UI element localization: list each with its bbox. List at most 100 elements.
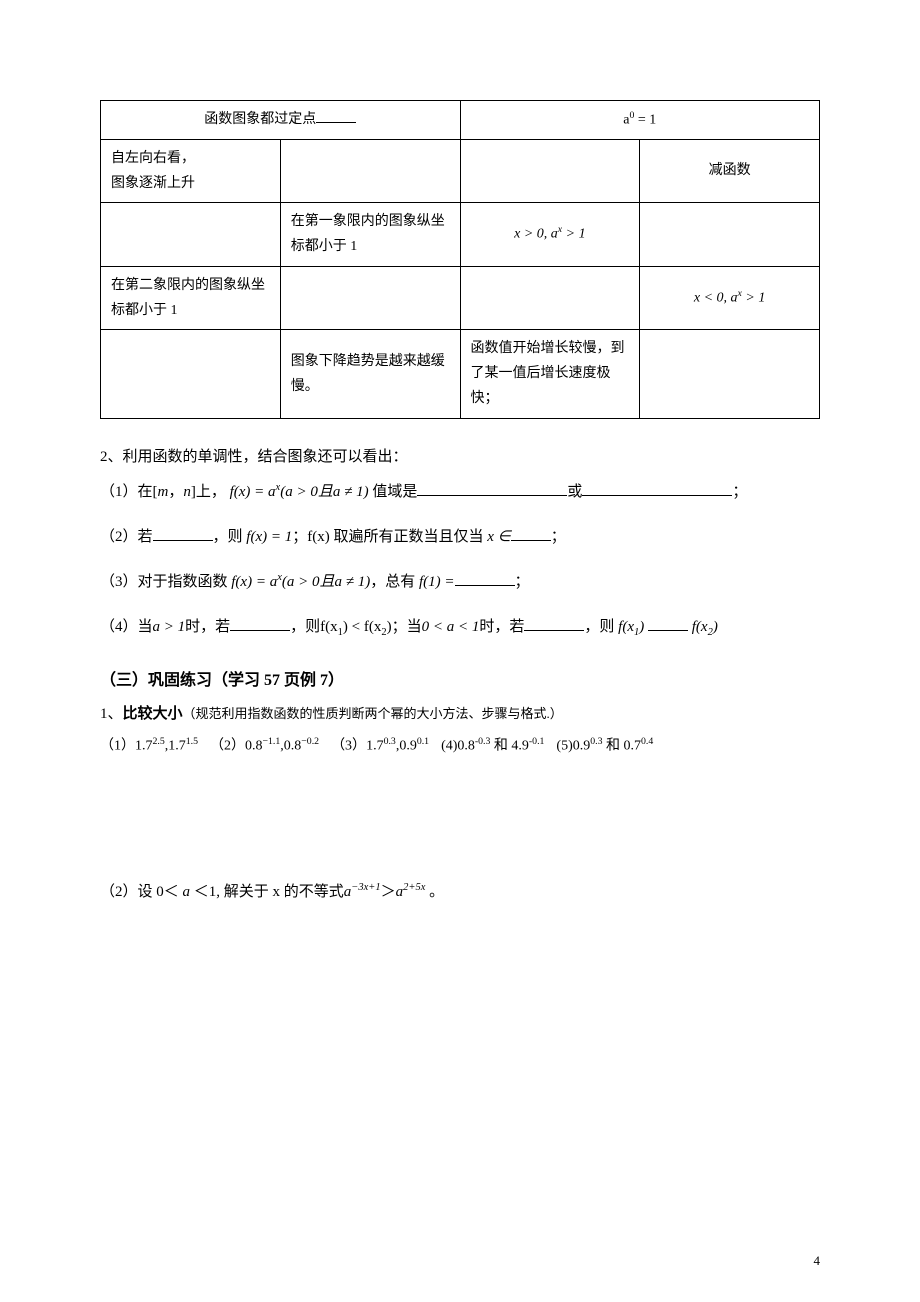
text: ； (551, 529, 566, 545)
exp: −3x+1 (351, 882, 380, 893)
text: f(x (320, 619, 338, 635)
text: ； (515, 574, 530, 590)
blank (417, 481, 567, 496)
table-row: 自左向右看， 图象逐渐上升 减函数 (101, 139, 820, 202)
text: > 1 (742, 291, 765, 306)
num: 1、 (100, 706, 123, 722)
fx1: f(x) = 1 (246, 529, 292, 545)
note: （规范利用指数函数的性质判断两个幂的大小方法、步骤与格式.） (183, 706, 563, 721)
text: f(x (618, 619, 634, 635)
text: x < 0, a (694, 291, 738, 306)
text: f(x (692, 619, 708, 635)
inequality-q: （2）设 0＜ a ＜1, 解关于 x 的不等式a−3x+1＞a2+5x 。 (100, 879, 820, 906)
label: (5) (556, 739, 572, 754)
item-4: (4)0.8-0.3 和 4.9-0.1 (441, 733, 544, 759)
page-number: 4 (814, 1249, 821, 1272)
text: ＜1, 解关于 x 的不等式 (190, 884, 344, 900)
fx1-lt-fx2: f(x1) < f(x2) (320, 619, 391, 635)
cell-empty (101, 329, 281, 418)
text: ) (639, 619, 644, 635)
base: 4.9 (511, 739, 529, 754)
text: > 1 (562, 227, 585, 242)
rhs: a2+5x (396, 884, 426, 900)
text: ) < f(x (343, 619, 381, 635)
label: (4) (441, 739, 457, 754)
blank (648, 616, 688, 631)
var-m: m (158, 484, 169, 500)
cell-empty (640, 203, 820, 266)
text: 值域是 (372, 484, 417, 500)
text: 图象逐渐上升 (111, 171, 270, 196)
exp: -0.1 (529, 736, 545, 747)
text: （4）当 (100, 619, 153, 635)
text: 时，若 (479, 619, 524, 635)
var-n: n (183, 484, 191, 500)
text: 和 (490, 739, 511, 754)
f1: f(1) = (419, 574, 455, 590)
base: ,1.7 (165, 739, 186, 754)
exp: 2.5 (153, 736, 165, 747)
x-in: x ∈ (487, 529, 510, 545)
table-row: 在第一象限内的图象纵坐标都小于 1 x > 0, ax > 1 (101, 203, 820, 266)
fx-expr: f(x) = ax(a > 0且a ≠ 1) (230, 484, 369, 500)
cell-empty (460, 266, 640, 329)
exp: 1.5 (186, 736, 198, 747)
table-row: 在第二象限内的图象纵坐标都小于 1 x < 0, ax > 1 (101, 266, 820, 329)
text: ，则 (290, 619, 320, 635)
text: （2）设 0＜ (100, 884, 183, 900)
text: ；f(x) 取遍所有正数当且仅当 (292, 529, 483, 545)
item-1: （1）1.72.5,1.71.5 (100, 733, 198, 759)
exp: 0.4 (641, 736, 653, 747)
text: 时，若 (185, 619, 230, 635)
cell-q1-lt1: 在第一象限内的图象纵坐标都小于 1 (280, 203, 460, 266)
text: f(x) = a (230, 484, 276, 500)
p2-intro: 2、利用函数的单调性，结合图象还可以看出： (100, 444, 820, 471)
label: （3） (331, 739, 366, 754)
text: ，则 (213, 529, 243, 545)
exp: 2+5x (403, 882, 425, 893)
item-5: (5)0.90.3 和 0.70.4 (556, 733, 653, 759)
fx2: f(x2) (692, 619, 718, 635)
q3: （3）对于指数函数 f(x) = ax(a > 0且a ≠ 1)，总有 f(1)… (100, 569, 820, 596)
exp: −0.2 (301, 736, 319, 747)
text: ； (732, 484, 747, 500)
base: 1.7 (366, 739, 384, 754)
cell-a0-1: a0 = 1 (460, 101, 820, 140)
base: 0.9 (573, 739, 591, 754)
blank (524, 616, 584, 631)
text: 自左向右看， (111, 146, 270, 171)
cell-left-rise: 自左向右看， 图象逐渐上升 (101, 139, 281, 202)
base: 0.7 (624, 739, 642, 754)
compare-list: （1）1.72.5,1.71.5 （2）0.8−1.1,0.8−0.2 （3）1… (100, 733, 820, 759)
table-row: 函数图象都过定点 a0 = 1 (101, 101, 820, 140)
text: 。 (425, 884, 444, 900)
text: （1）在[ (100, 484, 158, 500)
cell-fixed-point: 函数图象都过定点 (101, 101, 461, 140)
label: （1） (100, 739, 135, 754)
cell-growth-fast: 函数值开始增长较慢，到了某一值后增长速度极快； (460, 329, 640, 418)
fx-expr: f(x) = ax(a > 0且a ≠ 1) (231, 574, 370, 590)
base: 0.8 (245, 739, 263, 754)
exp: 0.3 (590, 736, 602, 747)
cell-decreasing: 减函数 (640, 139, 820, 202)
q4: （4）当a > 1时，若，则f(x1) < f(x2)；当0 < a < 1时，… (100, 614, 820, 643)
blank (230, 616, 290, 631)
text: （2）若 (100, 529, 153, 545)
text: （3）对于指数函数 (100, 574, 228, 590)
text: (a > 0且a ≠ 1) (280, 484, 368, 500)
cell-slow-down: 图象下降趋势是越来越缓慢。 (280, 329, 460, 418)
text: ]上， (191, 484, 226, 500)
q1: （1）在[m，n]上， f(x) = ax(a > 0且a ≠ 1) 值域是或； (100, 479, 820, 506)
bold-title: 比较大小 (123, 706, 183, 722)
base: 0.8 (457, 739, 475, 754)
cell-xlt0: x < 0, ax > 1 (640, 266, 820, 329)
text: ) (713, 619, 718, 635)
a-0-1: 0 < a < 1 (422, 619, 480, 635)
cell-empty (101, 203, 281, 266)
var-a: a (183, 884, 191, 900)
text: = 1 (634, 113, 656, 128)
text: 或 (567, 484, 582, 500)
label: （2） (210, 739, 245, 754)
cell-empty (280, 139, 460, 202)
fx1: f(x1) (618, 619, 644, 635)
